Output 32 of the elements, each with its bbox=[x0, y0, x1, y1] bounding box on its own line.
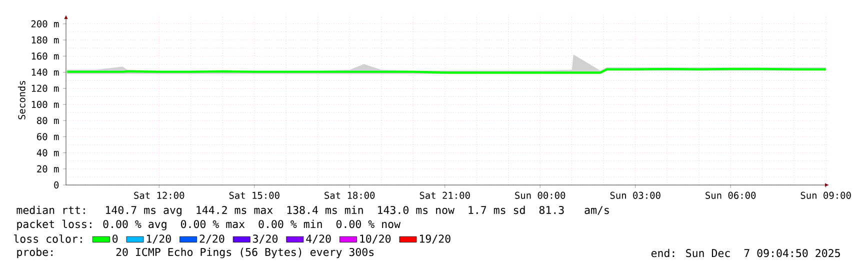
y-tick-label: 0 bbox=[54, 181, 59, 189]
x-tick-label: Sun 03:00 bbox=[610, 192, 660, 199]
legend-label: 2/20 bbox=[200, 234, 224, 244]
y-tick-label: 60 m bbox=[37, 133, 59, 140]
text: packet loss: 0.00 % avg 0.00 % max 0.00 % min 0.00 % now bbox=[17, 220, 401, 230]
text: end: Sun Dec 7 09:04:50 2025 bbox=[651, 248, 840, 258]
y-tick-label: 100 m bbox=[32, 100, 59, 108]
x-tick-label: Sun 06:00 bbox=[706, 192, 756, 199]
y-tick-label: 200 m bbox=[31, 20, 59, 28]
y-tick-label: 20 m bbox=[37, 165, 59, 172]
legend-label: 1/20 bbox=[147, 234, 171, 244]
legend-label: 19/20 bbox=[420, 234, 450, 244]
legend-label: 4/20 bbox=[306, 234, 331, 244]
x-tick-label: Sat 12:00 bbox=[134, 192, 184, 199]
x-tick-label: Sat 18:00 bbox=[324, 192, 375, 199]
y-tick-label: 160 m bbox=[32, 52, 59, 60]
y-tick-label: 180 m bbox=[32, 36, 59, 44]
legend-label: 0 bbox=[112, 234, 118, 243]
y-tick-label: 140 m bbox=[32, 68, 59, 76]
legend-label: 10/20 bbox=[360, 234, 391, 244]
x-tick-label: Sat 15:00 bbox=[229, 192, 280, 199]
y-tick-label: 120 m bbox=[32, 84, 59, 92]
x-tick-label: Sat 21:00 bbox=[420, 192, 470, 199]
text: median rtt: 140.7 ms avg 144.2 ms max 138.4 ms min 143.0 ms now 1.7 ms sd 81.3 am/s bbox=[16, 206, 609, 216]
legend-title: loss color: bbox=[14, 234, 82, 243]
x-tick-label: Sun 09:00 bbox=[800, 192, 851, 199]
x-tick-label: Sun 00:00 bbox=[515, 192, 566, 199]
y-axis-title: Seconds bbox=[18, 80, 26, 120]
y-tick-label: 40 m bbox=[36, 149, 59, 156]
text: probe: 20 ICMP Echo Pings (56 Bytes) every 300s bbox=[17, 248, 374, 258]
legend-label: 3/20 bbox=[253, 234, 278, 244]
y-tick-label: 80 m bbox=[37, 116, 59, 124]
